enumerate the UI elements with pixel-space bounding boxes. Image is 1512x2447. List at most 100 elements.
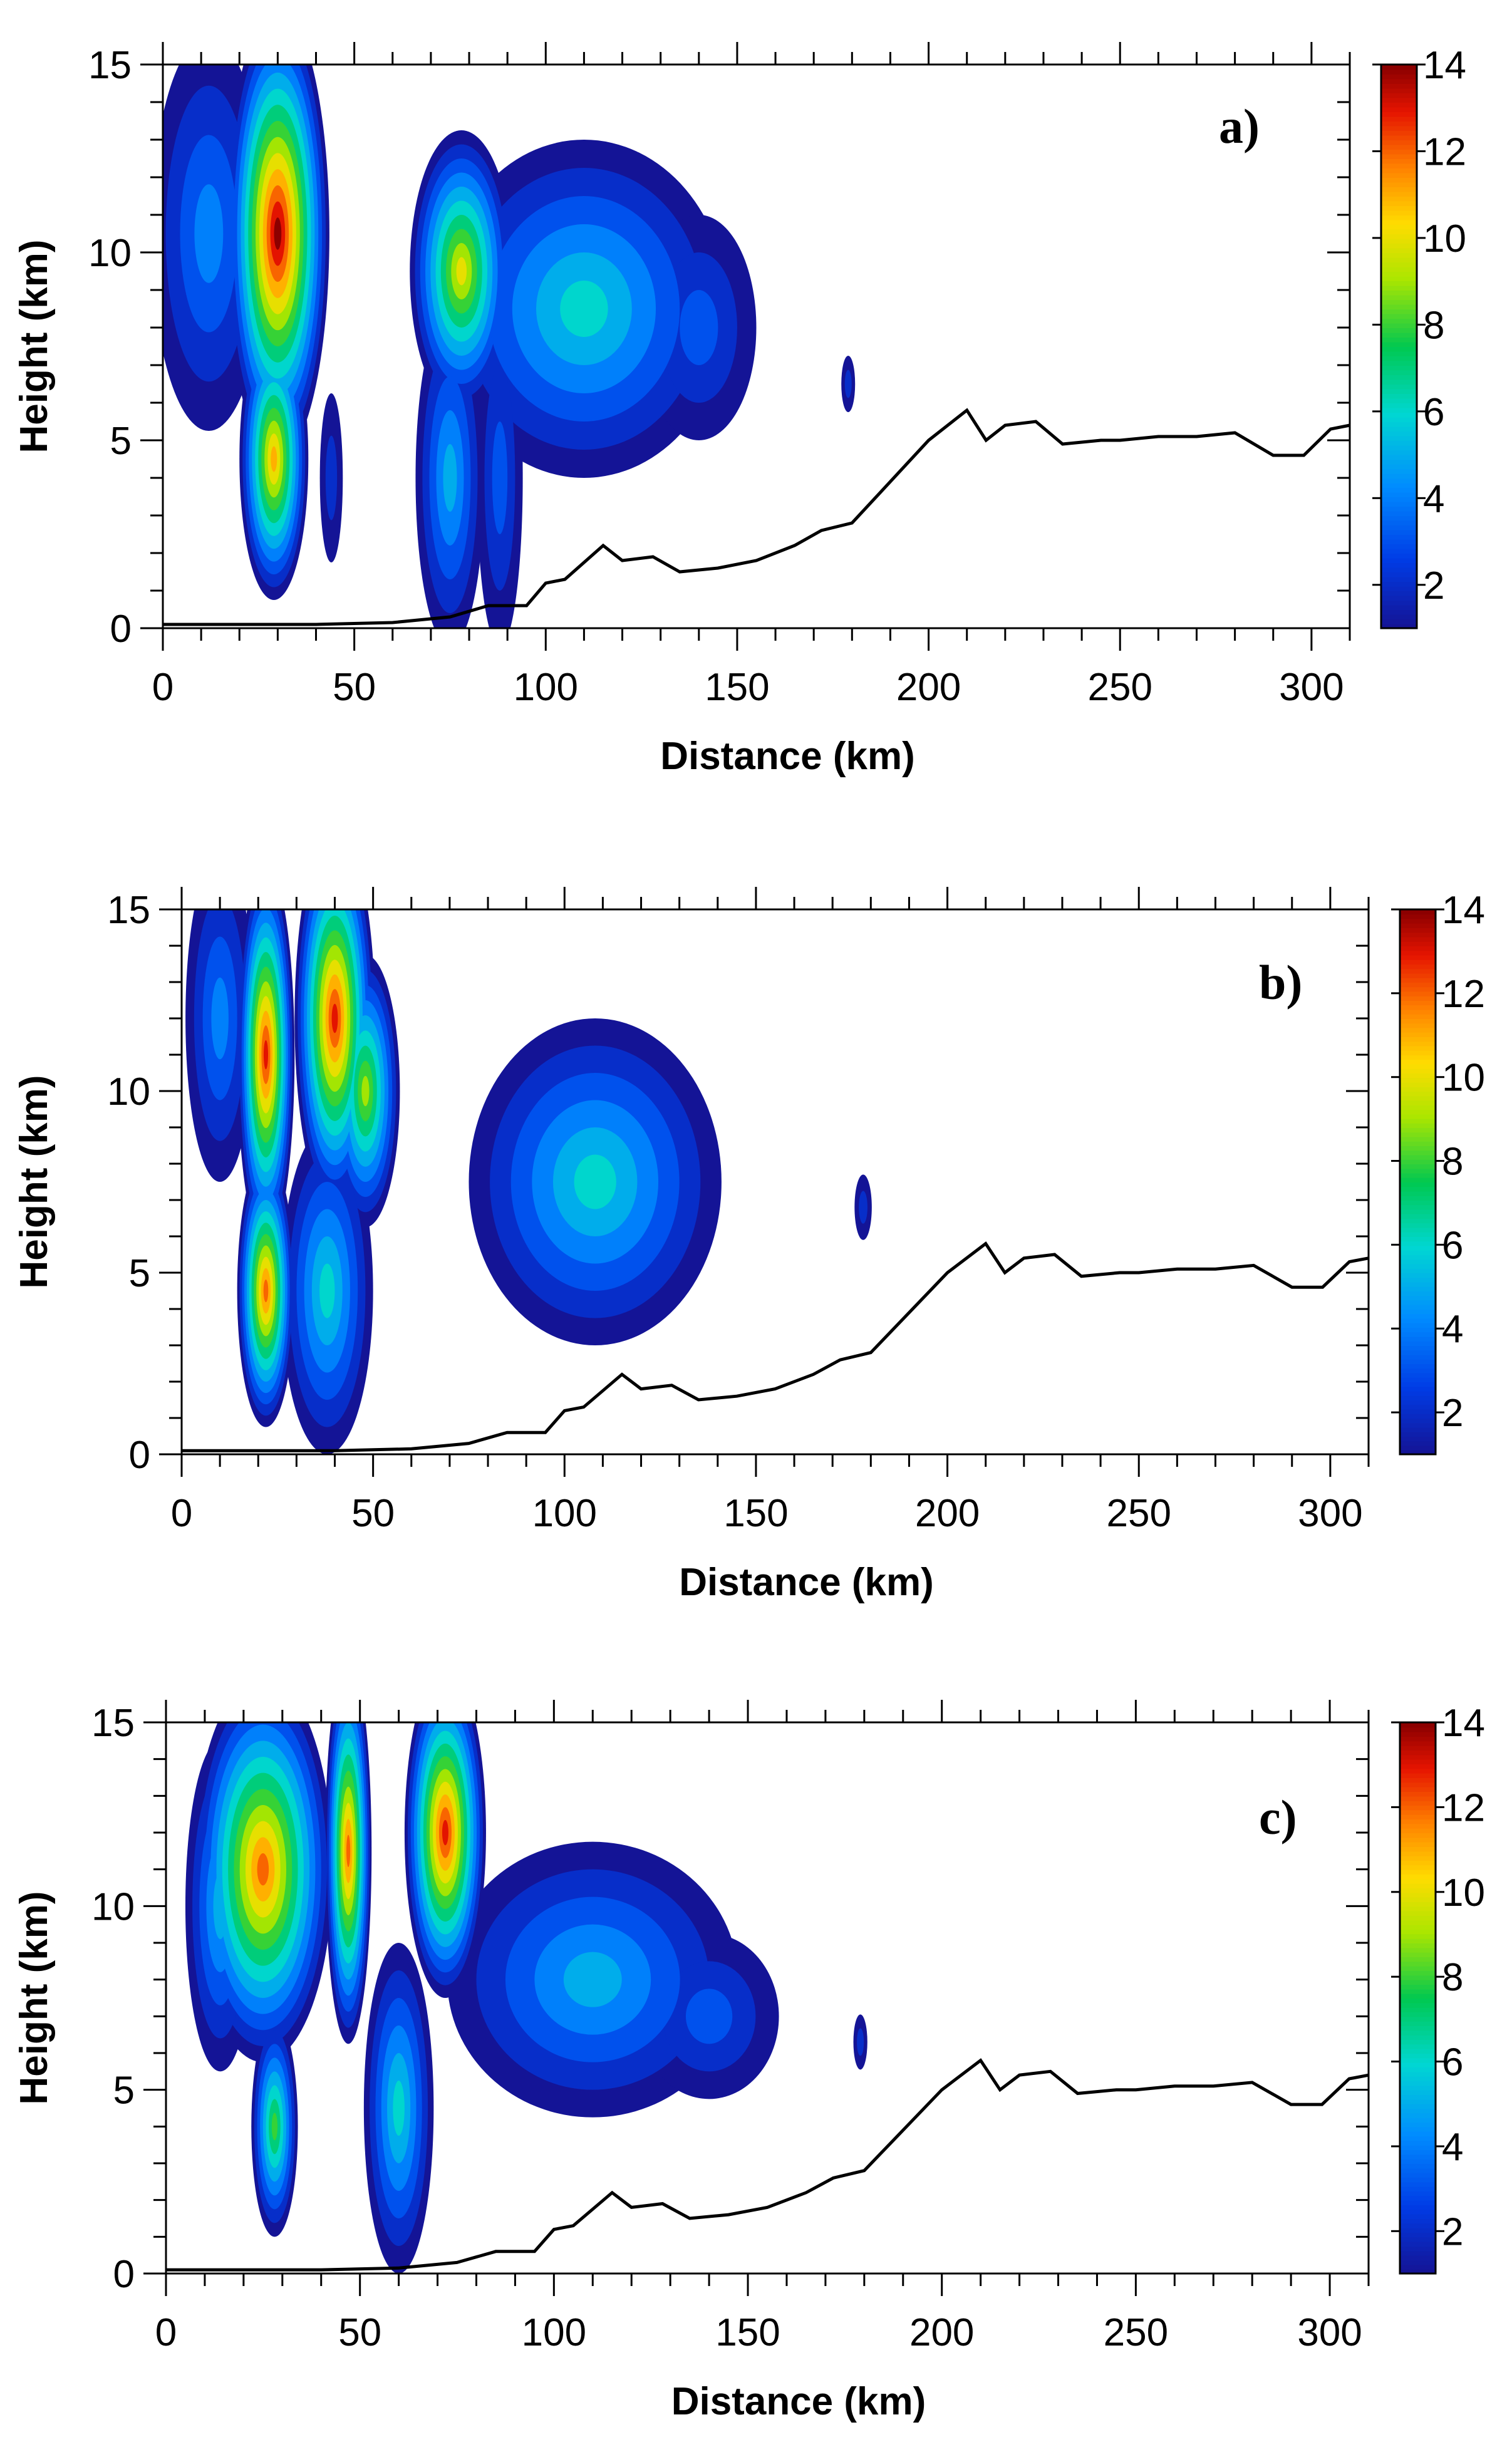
colorbar-step bbox=[1400, 1345, 1436, 1351]
x-tick-label: 100 bbox=[532, 1492, 597, 1535]
colorbar-step bbox=[1400, 2053, 1436, 2059]
colorbar-step bbox=[1400, 1906, 1436, 1912]
x-tick-label: 300 bbox=[1298, 1492, 1362, 1535]
colorbar-step bbox=[1400, 1213, 1436, 1219]
colorbar-step bbox=[1400, 1445, 1436, 1451]
colorbar-step bbox=[1381, 121, 1417, 127]
colorbar-step bbox=[1381, 407, 1417, 413]
colorbar-step bbox=[1381, 393, 1417, 399]
colorbar-step bbox=[1400, 1745, 1436, 1751]
contour-field bbox=[185, 909, 872, 1454]
colorbar-step bbox=[1381, 196, 1417, 202]
colorbar-step bbox=[1400, 2168, 1436, 2173]
colorbar-step bbox=[1381, 379, 1417, 385]
colorbar-step bbox=[1400, 1132, 1436, 1137]
colorbar-step bbox=[1400, 1892, 1436, 1898]
colorbar-step bbox=[1381, 539, 1417, 544]
colorbar-step bbox=[1381, 266, 1417, 272]
y-tick-label: 10 bbox=[107, 1070, 150, 1114]
colorbar-step bbox=[1400, 2030, 1436, 2036]
colorbar-tick-label: 2 bbox=[1423, 564, 1444, 608]
colorbar-step bbox=[1400, 2163, 1436, 2169]
colorbar-step bbox=[1400, 1223, 1436, 1228]
colorbar-step bbox=[1400, 1050, 1436, 1055]
contour-cell bbox=[456, 257, 467, 286]
colorbar-step bbox=[1381, 529, 1417, 535]
contour-cell bbox=[560, 281, 608, 337]
colorbar-step bbox=[1400, 1200, 1436, 1206]
colorbar-step bbox=[1381, 65, 1417, 70]
contour-cell bbox=[257, 1853, 269, 1886]
colorbar-step bbox=[1400, 1413, 1436, 1419]
colorbar-step bbox=[1400, 973, 1436, 978]
colorbar-step bbox=[1400, 2039, 1436, 2045]
colorbar-step bbox=[1400, 1377, 1436, 1382]
colorbar-step bbox=[1381, 478, 1417, 484]
colorbar-step bbox=[1400, 1313, 1436, 1319]
x-tick-label: 150 bbox=[715, 2311, 780, 2354]
colorbar-step bbox=[1400, 1768, 1436, 1774]
x-tick-label: 100 bbox=[522, 2311, 586, 2354]
colorbar-step bbox=[1381, 243, 1417, 249]
colorbar-step bbox=[1400, 1150, 1436, 1156]
colorbar-step bbox=[1400, 1227, 1436, 1233]
colorbar-step bbox=[1400, 1750, 1436, 1756]
x-tick-label: 0 bbox=[155, 2311, 177, 2354]
colorbar-step bbox=[1381, 257, 1417, 262]
colorbar-step bbox=[1381, 332, 1417, 338]
colorbar-tick-label: 14 bbox=[1423, 44, 1466, 87]
colorbar-step bbox=[1400, 2150, 1436, 2155]
colorbar-step bbox=[1400, 936, 1436, 942]
colorbar-step bbox=[1400, 1814, 1436, 1819]
colorbar-step bbox=[1400, 2158, 1436, 2164]
colorbar-step bbox=[1400, 995, 1436, 1001]
colorbar-tick-label: 10 bbox=[1442, 1871, 1485, 1915]
colorbar-step bbox=[1400, 1883, 1436, 1888]
colorbar-step bbox=[1400, 1073, 1436, 1079]
colorbar-step bbox=[1400, 2255, 1436, 2260]
colorbar-step bbox=[1400, 1236, 1436, 1242]
colorbar-step bbox=[1400, 1833, 1436, 1838]
colorbar-step bbox=[1400, 968, 1436, 974]
colorbar-step bbox=[1381, 619, 1417, 624]
colorbar-step bbox=[1400, 1777, 1436, 1783]
colorbar-step bbox=[1400, 2002, 1436, 2008]
colorbar-step bbox=[1381, 595, 1417, 601]
colorbar-step bbox=[1400, 1063, 1436, 1069]
contour-cell bbox=[263, 1279, 269, 1303]
colorbar-step bbox=[1400, 2034, 1436, 2040]
y-tick-label: 15 bbox=[91, 1702, 135, 1745]
plot-frame bbox=[165, 1721, 1370, 2275]
contour-cell bbox=[859, 1191, 867, 1224]
colorbar-step bbox=[1400, 1791, 1436, 1797]
colorbar-step bbox=[1400, 2209, 1436, 2215]
colorbar-step bbox=[1400, 1154, 1436, 1160]
colorbar-step bbox=[1381, 69, 1417, 75]
contour-cell bbox=[271, 2113, 278, 2141]
colorbar-step bbox=[1400, 977, 1436, 983]
colorbar-step bbox=[1400, 1970, 1436, 1976]
colorbar-step bbox=[1381, 623, 1417, 629]
colorbar-step bbox=[1400, 1191, 1436, 1196]
colorbar-step bbox=[1400, 1259, 1436, 1265]
colorbar-step bbox=[1381, 93, 1417, 98]
colorbar-step bbox=[1400, 2144, 1436, 2150]
colorbar-step bbox=[1400, 1241, 1436, 1246]
colorbar-step bbox=[1400, 1989, 1436, 1994]
terrain-line bbox=[182, 1241, 1369, 1452]
x-tick-label: 250 bbox=[1104, 2311, 1168, 2354]
colorbar-step bbox=[1381, 215, 1417, 220]
colorbar-step bbox=[1400, 941, 1436, 946]
y-tick-label: 0 bbox=[110, 608, 132, 651]
colorbar-tick-label: 2 bbox=[1442, 2210, 1463, 2253]
colorbar-step bbox=[1400, 1910, 1436, 1916]
colorbar-step bbox=[1400, 1350, 1436, 1355]
plot-area bbox=[163, 65, 1350, 628]
x-tick-label: 200 bbox=[909, 2311, 974, 2354]
colorbar-step bbox=[1400, 1255, 1436, 1260]
colorbar-frame bbox=[1380, 63, 1418, 629]
colorbar-step bbox=[1400, 1322, 1436, 1328]
colorbar-step bbox=[1400, 1009, 1436, 1015]
colorbar-step bbox=[1400, 1993, 1436, 1999]
